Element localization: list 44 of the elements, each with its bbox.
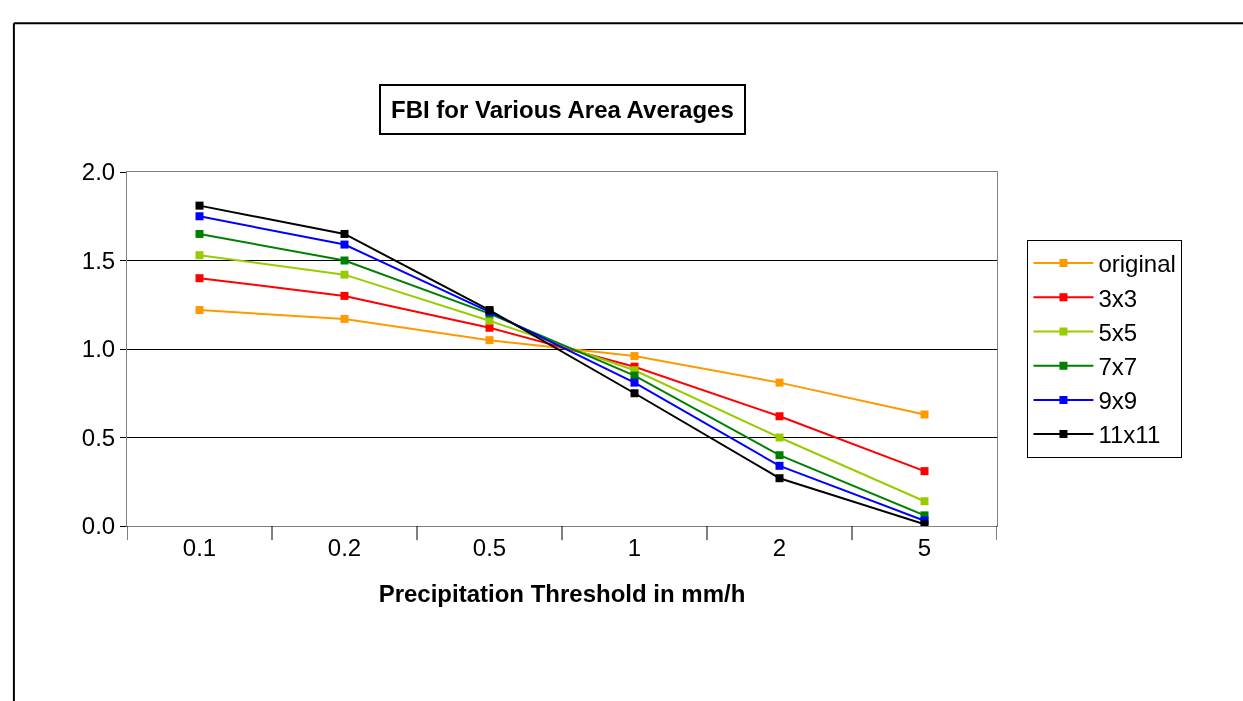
legend-label: 5x5 [1098, 318, 1138, 346]
legend-label: 11x11 [1098, 421, 1161, 449]
point [340, 291, 349, 300]
point [775, 412, 784, 421]
y-tick-label: 1.0 [81, 335, 116, 363]
point [775, 461, 784, 470]
x-tick-label: 1 [627, 533, 642, 561]
x-axis-title: Precipitation Threshold in mm/h [378, 580, 746, 608]
point [195, 229, 204, 238]
point [630, 389, 639, 398]
chart-title: FBI for Various Area Averages [391, 96, 734, 123]
legend-label: original [1098, 250, 1176, 278]
x-tick-label: 0.1 [182, 533, 217, 561]
point [195, 201, 204, 210]
y-tick-label: 0.5 [81, 423, 116, 451]
point [485, 336, 494, 345]
y-tick-label: 1.5 [81, 246, 116, 274]
point [775, 451, 784, 460]
point [920, 497, 929, 506]
legend-label: 7x7 [1098, 353, 1138, 381]
point [195, 306, 204, 315]
point [340, 240, 349, 249]
point [775, 433, 784, 442]
x-tick-label: 0.2 [327, 533, 362, 561]
point [920, 410, 929, 419]
point [340, 256, 349, 265]
x-tick-label: 2 [772, 533, 787, 561]
point [775, 378, 784, 387]
point [630, 352, 639, 361]
point [340, 314, 349, 323]
x-tick-label: 0.5 [472, 533, 507, 561]
point [920, 467, 929, 476]
x-tick-label: 5 [917, 533, 932, 561]
y-tick-label: 2.0 [81, 158, 116, 186]
point [775, 474, 784, 483]
point [195, 212, 204, 221]
legend-label: 9x9 [1098, 387, 1138, 415]
point [340, 229, 349, 238]
point [630, 378, 639, 387]
point [340, 270, 349, 279]
legend-label: 3x3 [1098, 284, 1138, 312]
y-tick-label: 0.0 [81, 512, 116, 540]
point [195, 274, 204, 283]
point [195, 251, 204, 260]
